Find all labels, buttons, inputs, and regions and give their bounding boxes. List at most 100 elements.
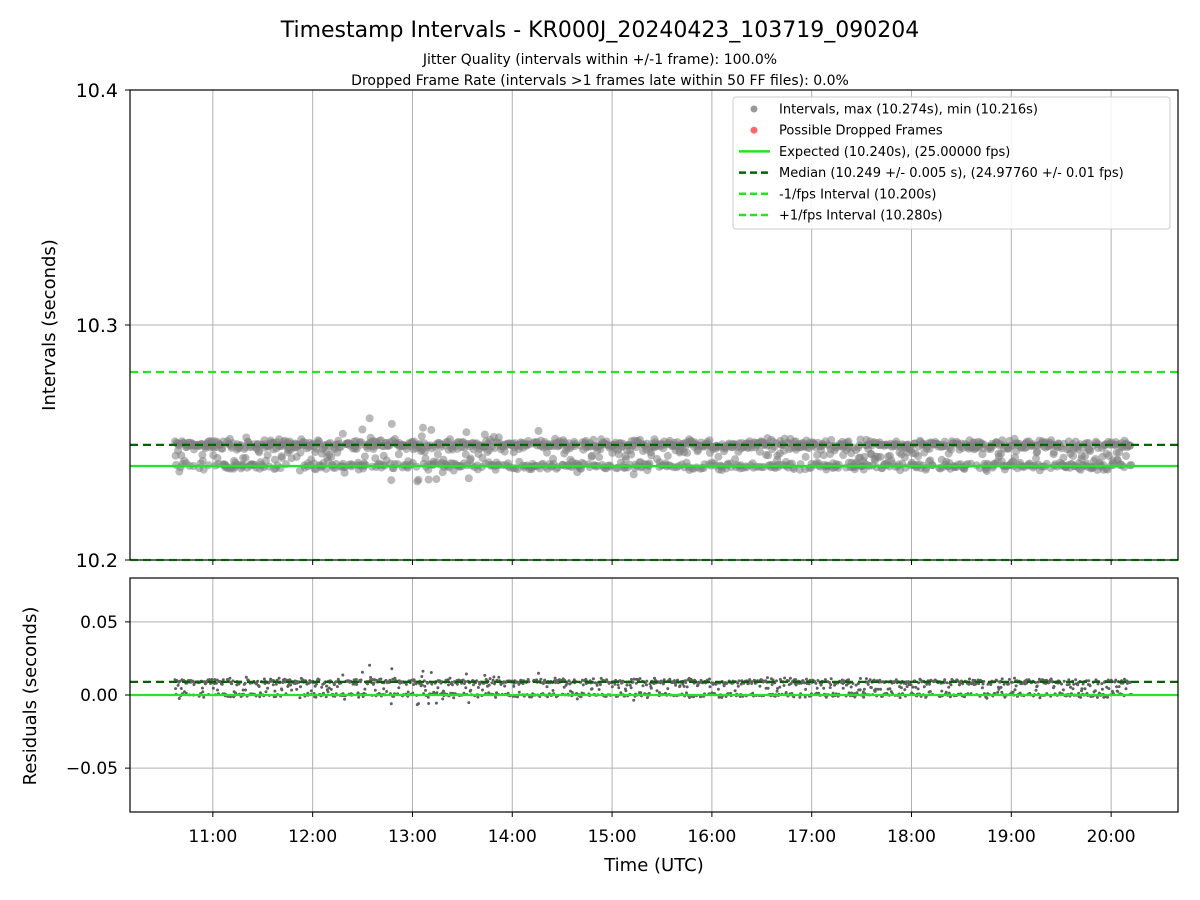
residual-point [570,690,574,694]
residual-point [1080,687,1084,691]
residual-point [778,685,782,689]
residual-point [879,687,882,691]
interval-point [714,452,723,461]
residual-point [794,678,798,682]
residual-point [493,682,496,686]
residual-point [320,685,324,689]
chart-subtitle-dropped: Dropped Frame Rate (intervals >1 frames … [351,73,849,89]
residual-point [792,695,796,699]
residual-point [898,696,902,700]
residual-point [649,686,653,690]
residual-point [621,679,625,683]
residual-point [423,684,427,688]
residual-point [1067,678,1071,682]
residual-point [228,676,232,680]
residual-point [420,675,424,678]
interval-point [588,451,596,460]
interval-point [277,453,286,462]
interval-point [1126,441,1135,450]
residual-point [782,684,786,687]
residual-point [325,684,329,688]
residual-point [295,687,299,691]
residual-point [427,702,431,705]
residual-point [176,683,180,687]
residual-point [1117,685,1121,689]
interval-point [387,419,396,428]
interval-point [296,448,305,457]
residual-point [985,696,989,700]
residual-point [807,682,811,686]
legend-label: -1/fps Interval (10.200s) [779,187,936,202]
interval-point [663,451,672,460]
residual-point [1014,684,1018,688]
residual-point [436,686,440,690]
residual-point [736,684,740,688]
residual-point [553,676,557,680]
residual-point [313,684,317,688]
interval-point [424,475,433,484]
residual-point [450,683,454,687]
residual-point [271,683,275,687]
residual-point [1106,695,1110,699]
residual-point [775,679,778,683]
interval-point [1032,454,1040,463]
residual-point [1060,682,1063,686]
residual-point [537,671,540,675]
interval-point [464,474,473,483]
residual-point [535,678,539,682]
residual-point [688,696,691,699]
residual-point [266,686,270,690]
residual-point [619,691,623,695]
interval-point [614,450,623,459]
residual-point [770,683,774,686]
residual-point [1095,695,1099,699]
residual-point [1115,685,1119,689]
residual-point [517,690,521,694]
residual-point [1100,682,1104,686]
residual-point [1071,687,1075,691]
residual-point [1062,679,1066,683]
interval-point [427,425,436,434]
residual-point [1116,690,1120,693]
residual-point [211,686,215,690]
residual-point [947,691,951,695]
residual-point [1049,677,1053,681]
residual-point [591,677,595,681]
residual-point [862,695,866,699]
residual-point [314,695,318,699]
residual-point [469,688,473,692]
interval-point [834,460,843,469]
residual-point [562,685,566,689]
interval-point [446,435,454,444]
residual-point [476,695,480,699]
residual-point [202,695,206,699]
residual-point [1037,677,1041,681]
interval-point [432,475,441,484]
residual-point [1079,695,1083,699]
residual-point [823,678,827,682]
residual-point [1052,685,1056,688]
residual-point [776,687,779,690]
residual-point [555,679,559,682]
residual-point [850,691,854,695]
residual-point [668,677,672,681]
residual-point [446,678,450,682]
residual-point [869,686,873,690]
residual-point [894,678,898,682]
residual-point [447,683,450,687]
residual-point [648,682,652,686]
residual-point [360,670,364,674]
residual-point [598,683,602,687]
residual-point [814,681,818,685]
residual-point [503,684,507,688]
interval-point [213,454,222,462]
residual-point [487,683,491,687]
residual-point [666,687,670,691]
residual-point [888,687,892,691]
residual-point [840,678,844,682]
interval-point [365,414,374,423]
x-tick-label: 17:00 [787,827,836,847]
residual-point [616,683,620,687]
residual-point [178,679,182,683]
